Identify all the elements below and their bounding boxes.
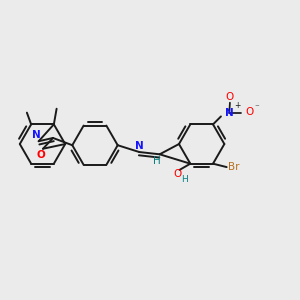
Text: ⁻: ⁻ (254, 103, 259, 112)
Text: O: O (245, 107, 253, 117)
Text: N: N (225, 108, 234, 118)
Text: N: N (32, 130, 40, 140)
Text: H: H (181, 175, 188, 184)
Text: N: N (135, 141, 144, 151)
Text: Br: Br (228, 162, 239, 172)
Text: O: O (173, 169, 181, 178)
Text: H: H (153, 157, 161, 166)
Text: +: + (234, 101, 240, 110)
Text: O: O (226, 92, 234, 102)
Text: O: O (36, 150, 45, 160)
